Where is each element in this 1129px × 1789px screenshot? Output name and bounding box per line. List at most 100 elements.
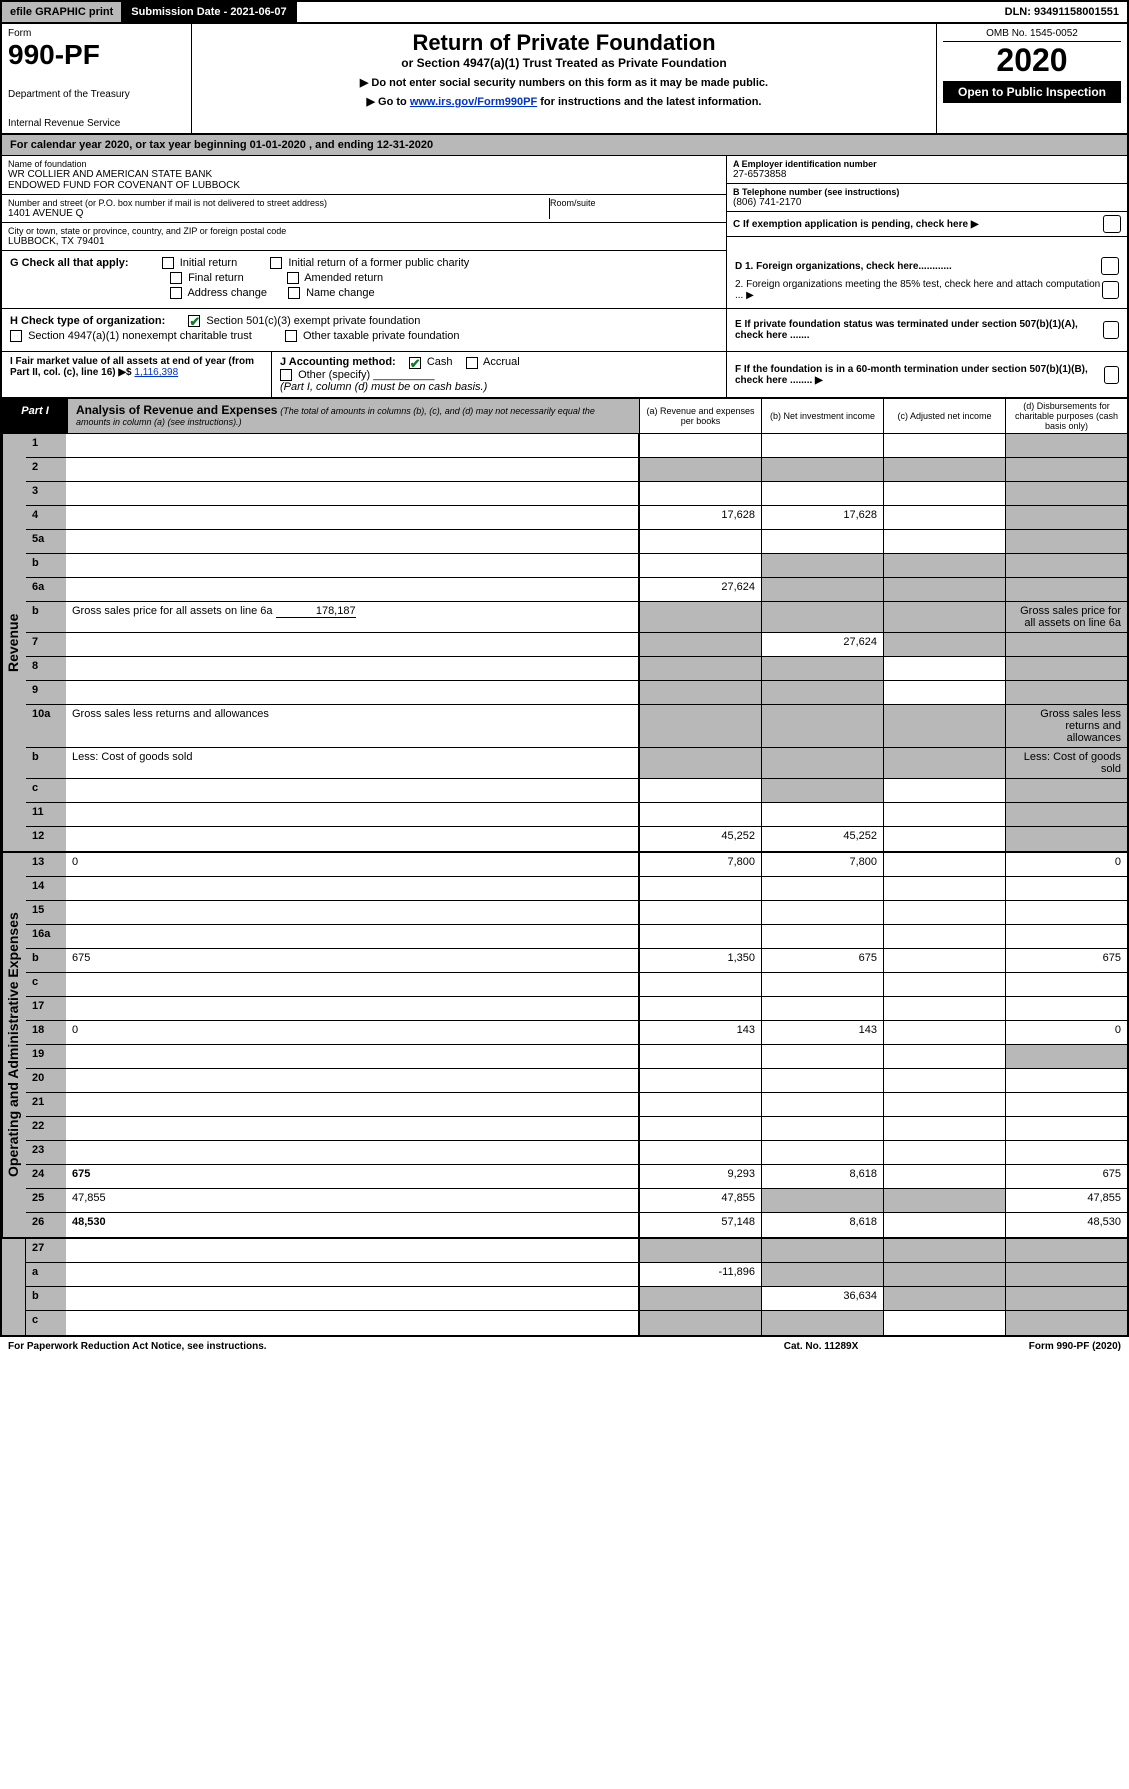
initial-former-checkbox[interactable] (270, 257, 282, 269)
d2-row: 2. Foreign organizations meeting the 85%… (735, 279, 1119, 301)
cell-col-a (639, 554, 761, 577)
h-section: H Check type of organization: Section 50… (2, 309, 727, 351)
dln: DLN: 93491158001551 (997, 2, 1127, 22)
cell-col-a (639, 482, 761, 505)
table-row: 1245,25245,252 (26, 827, 1127, 851)
cell-col-a (639, 657, 761, 680)
row-number: 18 (26, 1021, 66, 1044)
i-section: I Fair market value of all assets at end… (2, 352, 272, 396)
row-number: 26 (26, 1213, 66, 1237)
row-number: 15 (26, 901, 66, 924)
c-label: C If exemption application is pending, c… (733, 219, 979, 230)
instr-2: ▶ Go to www.irs.gov/Form990PF for instru… (202, 95, 926, 108)
cash-checkbox[interactable] (409, 357, 421, 369)
cell-col-a (639, 997, 761, 1020)
cell-col-c (883, 554, 1005, 577)
col-c-header: (c) Adjusted net income (883, 399, 1005, 433)
row-number: 19 (26, 1045, 66, 1068)
cell-col-b (761, 1045, 883, 1068)
row-number: 8 (26, 657, 66, 680)
instr-1: ▶ Do not enter social security numbers o… (202, 76, 926, 89)
cell-col-a (639, 901, 761, 924)
cell-col-c (883, 482, 1005, 505)
f-checkbox[interactable] (1104, 366, 1119, 384)
cell-col-b (761, 602, 883, 632)
expenses-side-label: Operating and Administrative Expenses (2, 853, 26, 1237)
cell-col-a: 7,800 (639, 853, 761, 876)
part1-title: Analysis of Revenue and Expenses (76, 403, 277, 417)
c-checkbox[interactable] (1103, 215, 1121, 233)
row-description: Less: Cost of goods sold (66, 748, 639, 778)
cell-col-b (761, 705, 883, 747)
part1-header: Part I Analysis of Revenue and Expenses … (0, 399, 1129, 434)
g-opt-0: Initial return (180, 257, 237, 269)
omb-number: OMB No. 1545-0052 (943, 28, 1121, 42)
dept-irs: Internal Revenue Service (8, 118, 185, 129)
cell-col-c (883, 578, 1005, 601)
name-change-checkbox[interactable] (288, 287, 300, 299)
row-number: b (26, 1287, 66, 1310)
efile-label: efile GRAPHIC print (2, 2, 123, 22)
footer-right: Form 990-PF (2020) (921, 1341, 1121, 1352)
irs-link[interactable]: www.irs.gov/Form990PF (410, 96, 537, 108)
cell-col-d (1005, 657, 1127, 680)
row-description: 0 (66, 853, 639, 876)
amended-return-checkbox[interactable] (287, 272, 299, 284)
e-checkbox[interactable] (1103, 321, 1119, 339)
ij-f-area: I Fair market value of all assets at end… (0, 352, 1129, 398)
table-row: 27 (26, 1239, 1127, 1263)
row-description (66, 1141, 639, 1164)
cell-col-c (883, 1069, 1005, 1092)
cell-col-a (639, 633, 761, 656)
cell-col-b (761, 1093, 883, 1116)
accrual-checkbox[interactable] (466, 357, 478, 369)
cell-col-c (883, 458, 1005, 481)
table-row: 1 (26, 434, 1127, 458)
other-taxable-checkbox[interactable] (285, 330, 297, 342)
part1-label: Part I (2, 399, 68, 433)
form-number: 990-PF (8, 39, 185, 71)
table-row: 10aGross sales less returns and allowanc… (26, 705, 1127, 748)
f-section: F If the foundation is in a 60-month ter… (727, 352, 1127, 396)
row-number: 17 (26, 997, 66, 1020)
d2-checkbox[interactable] (1102, 281, 1119, 299)
cell-col-b: 675 (761, 949, 883, 972)
cell-col-c (883, 1021, 1005, 1044)
cell-col-a (639, 1069, 761, 1092)
j-accrual: Accrual (483, 356, 520, 368)
cell-col-a (639, 877, 761, 900)
cell-col-a (639, 1287, 761, 1310)
d1-label: D 1. Foreign organizations, check here..… (735, 261, 952, 272)
row-number: c (26, 973, 66, 996)
address-change-checkbox[interactable] (170, 287, 182, 299)
row-description (66, 434, 639, 457)
instr2-post: for instructions and the latest informat… (537, 96, 761, 108)
cell-col-b (761, 779, 883, 802)
other-method-checkbox[interactable] (280, 369, 292, 381)
table-row: a-11,896 (26, 1263, 1127, 1287)
page-footer: For Paperwork Reduction Act Notice, see … (0, 1337, 1129, 1356)
cell-col-b (761, 1239, 883, 1262)
cell-col-d (1005, 530, 1127, 553)
cell-col-c (883, 748, 1005, 778)
d1-checkbox[interactable] (1101, 257, 1119, 275)
501c3-checkbox[interactable] (188, 315, 200, 327)
cell-col-a (639, 530, 761, 553)
j-label: J Accounting method: (280, 356, 396, 368)
g-label: G Check all that apply: (10, 257, 129, 269)
cell-col-a (639, 602, 761, 632)
table-row: c (26, 973, 1127, 997)
fmv-value: 1,116,398 (134, 367, 178, 378)
cell-col-d (1005, 973, 1127, 996)
final-return-checkbox[interactable] (170, 272, 182, 284)
4947a1-checkbox[interactable] (10, 330, 22, 342)
cell-col-b (761, 657, 883, 680)
initial-return-checkbox[interactable] (162, 257, 174, 269)
row-number: 1 (26, 434, 66, 457)
cell-col-d: 0 (1005, 1021, 1127, 1044)
cell-col-b (761, 458, 883, 481)
row-number: b (26, 748, 66, 778)
ij-row: I Fair market value of all assets at end… (2, 352, 726, 396)
row-description (66, 1117, 639, 1140)
cell-col-b (761, 877, 883, 900)
